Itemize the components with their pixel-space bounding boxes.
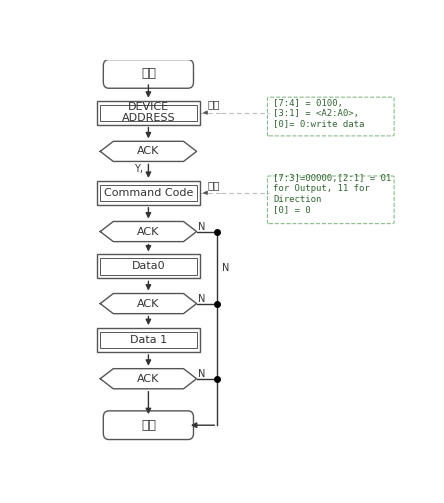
Bar bbox=[97, 328, 200, 352]
FancyBboxPatch shape bbox=[267, 97, 394, 136]
Text: [7:4] = 0100,
[3:1] = <A2:A0>,
[0]= 0:write data: [7:4] = 0100, [3:1] = <A2:A0>, [0]= 0:wr… bbox=[273, 99, 365, 128]
Text: N: N bbox=[198, 294, 206, 304]
Text: 说明: 说明 bbox=[207, 180, 220, 190]
Bar bbox=[97, 101, 200, 125]
Polygon shape bbox=[100, 294, 197, 314]
Polygon shape bbox=[100, 369, 197, 389]
Text: N: N bbox=[222, 263, 230, 273]
Text: N: N bbox=[198, 369, 206, 379]
Text: 说明: 说明 bbox=[207, 100, 220, 110]
Bar bbox=[100, 185, 197, 201]
Text: ACK: ACK bbox=[137, 374, 159, 384]
Text: Data 1: Data 1 bbox=[130, 335, 167, 345]
Text: Y,: Y, bbox=[134, 164, 143, 174]
Polygon shape bbox=[100, 141, 197, 161]
FancyBboxPatch shape bbox=[103, 411, 194, 440]
FancyBboxPatch shape bbox=[267, 176, 394, 224]
Text: ACK: ACK bbox=[137, 146, 159, 156]
Text: Command Code: Command Code bbox=[104, 188, 193, 198]
Bar bbox=[100, 258, 197, 275]
Text: N: N bbox=[198, 222, 206, 232]
Text: [7:3]=00000,[2:1] = 01
for Output, 11 for
Direction
[0] = 0: [7:3]=00000,[2:1] = 01 for Output, 11 fo… bbox=[273, 174, 391, 214]
Text: Data0: Data0 bbox=[131, 262, 165, 272]
Text: ACK: ACK bbox=[137, 299, 159, 309]
Bar bbox=[97, 181, 200, 205]
Text: 结束: 结束 bbox=[141, 418, 156, 432]
Bar bbox=[100, 105, 197, 121]
Text: 开始: 开始 bbox=[141, 67, 156, 80]
Text: DEVICE
ADDRESS: DEVICE ADDRESS bbox=[122, 102, 175, 123]
Bar bbox=[100, 332, 197, 348]
Bar bbox=[97, 255, 200, 279]
Text: ACK: ACK bbox=[137, 226, 159, 236]
Polygon shape bbox=[100, 221, 197, 241]
FancyBboxPatch shape bbox=[103, 59, 194, 88]
